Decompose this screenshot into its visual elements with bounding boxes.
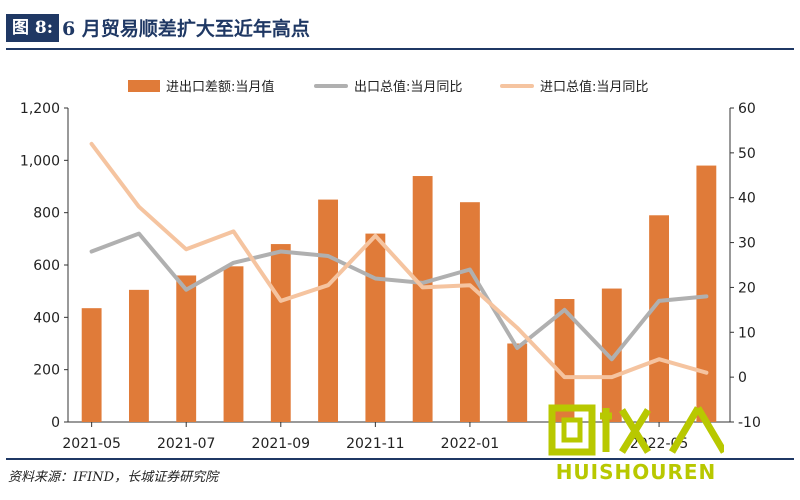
bar-balance [507,343,528,422]
legend-swatch-import [500,83,534,88]
x-tick-label: 2021-09 [252,436,311,452]
figure-label: 图 8: [6,14,60,42]
bar-balance [459,202,480,422]
left-tick-label: 400 [33,310,60,326]
bar-balance [365,233,386,422]
legend-swatch-balance [128,79,160,92]
header-rule [6,48,794,50]
left-tick-label: 0 [51,415,60,431]
legend-swatch-export [314,83,348,88]
bar-balance [223,266,244,422]
figure-title: 6 月贸易顺差扩大至近年高点 [62,18,310,40]
chart-legend: 进出口差额:当月值 出口总值:当月同比 进口总值:当月同比 [0,76,800,96]
legend-item-balance: 进出口差额:当月值 [128,76,274,95]
bar-balance [601,288,622,422]
legend-label-export: 出口总值:当月同比 [354,80,463,95]
right-tick-label: 40 [738,191,756,207]
bar-balance [412,176,433,422]
bar-balance [128,289,149,422]
right-tick-label: 50 [738,146,756,162]
x-tick-label: 2021-11 [346,436,405,452]
bar-balance [81,308,102,422]
legend-item-import: 进口总值:当月同比 [500,76,648,95]
right-tick-label: 0 [738,370,747,386]
right-tick-label: 20 [738,280,756,296]
line-import-yoy [89,141,709,380]
right-tick-label: 60 [738,101,756,117]
bar-balance [270,244,291,422]
right-tick-label: -10 [738,415,761,431]
left-tick-label: 800 [33,206,60,222]
left-tick-label: 1,000 [20,153,60,169]
legend-label-balance: 进出口差额:当月值 [166,80,275,95]
source-note: 资料来源：IFIND，长城证券研究院 [8,470,219,485]
bar-balance [696,165,717,423]
bar-balance [318,199,339,422]
x-tick-label: 2022-01 [441,436,500,452]
line-export-yoy [89,231,709,362]
legend-item-export: 出口总值:当月同比 [314,76,462,95]
left-tick-label: 1,200 [20,101,60,117]
left-tick-label: 600 [33,258,60,274]
trade-chart: 0 200 400 600 800 1,000 1,200 -10 0 10 20 30 40 50 60 2… [20,101,761,452]
watermark-text: HUISHOUREN [555,460,717,484]
legend-label-import: 进口总值:当月同比 [540,80,649,95]
bar-balance [554,299,575,422]
bar-balance [176,275,197,422]
watermark-logo: HUISHOUREN [548,400,728,490]
x-tick-label: 2021-07 [157,436,216,452]
bar-balance [649,215,670,422]
left-tick-label: 200 [33,363,60,379]
recycle-logo-icon [548,404,728,456]
right-tick-label: 30 [738,236,756,252]
footer-rule [6,458,794,460]
figure-header: 图 8: 6 月贸易顺差扩大至近年高点 [0,0,800,56]
x-tick-label: 2021-05 [62,436,121,452]
right-tick-label: 10 [738,325,756,341]
